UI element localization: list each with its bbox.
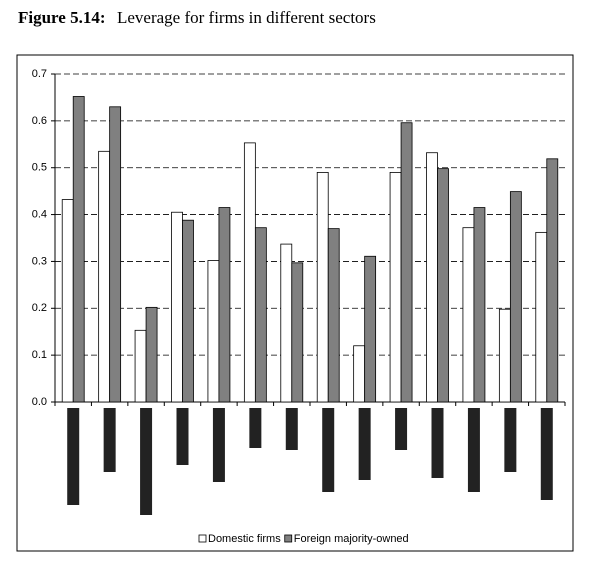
bar [145,306,158,403]
category-label-box [212,408,225,482]
bar [327,228,340,403]
bar [280,243,293,403]
category-label-box [67,408,80,505]
y-tick-label: 0.4 [32,208,47,220]
category-label-box [395,408,408,450]
bar [72,96,85,403]
bar [426,152,438,403]
y-tick-label: 0.6 [32,115,47,127]
bar [498,308,511,403]
category-label-box [285,408,298,450]
bar [98,150,111,403]
bar [243,142,256,403]
category-label-box [358,408,371,480]
bar [400,122,413,403]
chart-title-label: Figure 5.14: [18,8,106,27]
y-tick-label: 0.1 [32,349,47,361]
y-tick-label: 0.0 [32,396,47,408]
y-tick-label: 0.3 [32,255,47,267]
legend-swatch [198,534,207,543]
y-tick-label: 0.7 [32,68,47,80]
category-label-box [467,408,480,492]
bar [535,231,548,403]
bar [389,171,402,403]
bar [473,207,486,403]
bar [364,255,377,403]
category-label-box [540,408,553,500]
bar [316,171,329,403]
chart-title: Leverage for firms in different sectors [117,8,376,27]
category-label-box [249,408,262,448]
y-tick-label: 0.5 [32,162,47,174]
bar [291,262,304,403]
category-label-box [504,408,517,472]
bar [182,219,194,403]
bar [134,329,147,403]
legend-label: Foreign majority-owned [294,533,409,545]
legend-swatch [284,534,293,543]
bar [462,227,475,403]
bar [353,345,366,403]
bar [254,227,267,403]
category-label-box [322,408,335,492]
category-label-box [140,408,153,515]
bar [546,158,559,403]
legend-label: Domestic firms [208,533,281,545]
bar [509,191,522,403]
bar [171,211,183,403]
bar [109,106,122,403]
bar [61,199,74,403]
bar [218,207,231,403]
category-label-box [176,408,189,465]
category-label-box [431,408,444,478]
bar [207,260,220,403]
chart-frame [16,54,574,552]
category-label-box [103,408,116,472]
y-tick-label: 0.2 [32,302,47,314]
bar [437,168,449,403]
